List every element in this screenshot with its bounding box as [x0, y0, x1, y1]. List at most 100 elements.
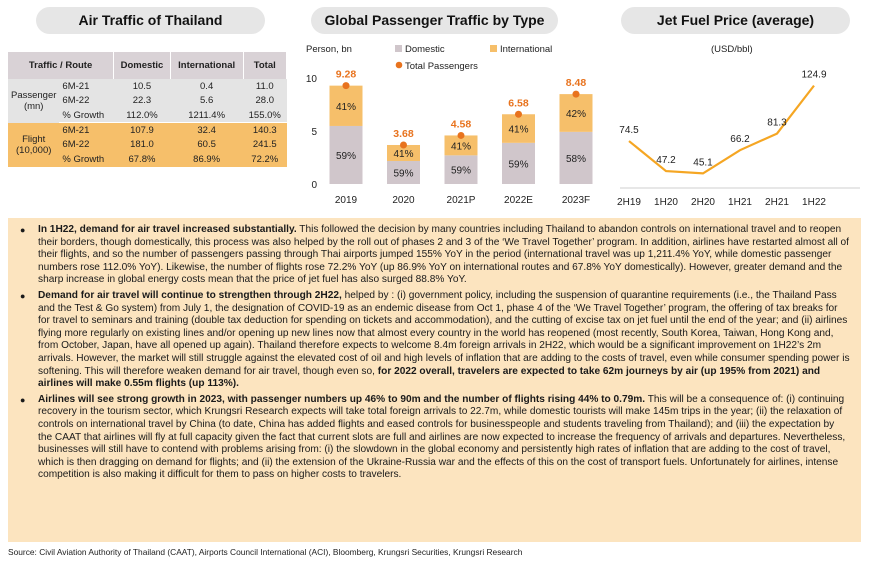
- air-traffic-table: Traffic / Route Domestic International T…: [8, 52, 288, 167]
- bar-domestic: [559, 131, 593, 184]
- data-label: 47.2: [656, 155, 676, 166]
- bar-chart-marks: 59% 41% 9.28 2019 59% 41% 3.68 2020 59% 41% 4.58 20…: [329, 69, 593, 206]
- header-domestic: Domestic: [113, 52, 171, 79]
- table-cell: 28.0: [243, 93, 287, 109]
- bar-chart-y-axis: 0 5 10: [306, 74, 318, 191]
- bar-international: [559, 94, 593, 132]
- bar-label-domestic: 58%: [566, 154, 586, 165]
- data-label: 45.1: [693, 157, 713, 168]
- total-label: 6.58: [508, 97, 529, 109]
- bar-international: [387, 144, 420, 161]
- total-label: 8.48: [566, 77, 587, 89]
- table-row: 6M-22 22.3 5.6 28.0: [8, 93, 287, 109]
- table-cell: 107.9: [113, 122, 171, 138]
- paragraph-3-text: This will be a consequence of: (i) conti…: [38, 393, 846, 481]
- x-tick-label: 1H20: [654, 197, 678, 208]
- point-total-passengers: [572, 90, 580, 98]
- x-tick-label: 2021P: [447, 195, 476, 206]
- table-cell: 140.3: [243, 122, 287, 138]
- header-international: International: [170, 52, 244, 79]
- x-tick-label: 1H21: [728, 197, 752, 208]
- total-label: 4.58: [451, 118, 472, 130]
- table-row: Passenger (mn) 6M-21 10.5 0.4 11.0: [8, 79, 287, 123]
- point-total-passengers: [400, 141, 407, 149]
- bar-domestic: [444, 155, 478, 184]
- group-label-passenger: Passenger (mn): [8, 79, 60, 123]
- table-row: % Growth 67.8% 86.9% 72.2%: [8, 151, 287, 167]
- legend-swatch-domestic: [395, 45, 402, 52]
- total-label: 3.68: [393, 128, 414, 140]
- x-tick-label: 1H22: [802, 197, 826, 208]
- table-cell: 5.6: [170, 93, 244, 109]
- table-cell: 67.8%: [113, 151, 171, 167]
- bar-domestic: [502, 142, 535, 184]
- table-row: 6M-22 181.0 60.5 241.5: [8, 137, 287, 152]
- data-label: 74.5: [619, 125, 639, 136]
- table-cell: 6M-22: [59, 93, 114, 109]
- table-row: % Growth 112.0% 1211.4% 155.0%: [8, 108, 287, 124]
- paragraph-2-bold: Demand for air travel will continue to s…: [38, 289, 342, 301]
- table-cell: 112.0%: [113, 108, 171, 124]
- table-cell: 0.4: [170, 79, 244, 94]
- header-total: Total: [243, 52, 288, 79]
- commentary-box: In 1H22, demand for air travel increased…: [8, 218, 861, 542]
- legend-label-domestic: Domestic: [405, 44, 445, 55]
- total-label: 9.28: [336, 69, 357, 81]
- table-cell: 32.4: [170, 122, 244, 138]
- table-cell: 155.0%: [243, 108, 287, 124]
- x-tick-label: 2023F: [562, 195, 590, 206]
- table-cell: % Growth: [59, 108, 114, 124]
- table-cell: 60.5: [170, 137, 244, 152]
- line-chart-marks: 74.5 2H19 47.2 1H20 45.1 2H20 66.2 1H21 81.3 2H21…: [617, 70, 827, 208]
- legend-marker-total: [395, 61, 403, 69]
- legend-swatch-international: [490, 45, 497, 52]
- x-tick-label: 2022E: [504, 195, 533, 206]
- commentary-paragraph-2: Demand for air travel will continue to s…: [18, 290, 851, 391]
- table-cell: 6M-21: [59, 79, 114, 94]
- table-cell: % Growth: [59, 151, 114, 167]
- table-cell: 11.0: [243, 79, 287, 94]
- paragraph-3-bold: Airlines will see strong growth in 2023,…: [38, 393, 646, 405]
- point-total-passengers: [515, 110, 522, 118]
- table-cell: 72.2%: [243, 151, 287, 167]
- bar-label-international: 41%: [451, 141, 471, 152]
- jet-fuel-title: Jet Fuel Price (average): [621, 7, 850, 34]
- bar-label-domestic: 59%: [451, 166, 471, 177]
- jet-fuel-line: [628, 84, 815, 175]
- bar-label-domestic: 59%: [393, 168, 413, 179]
- line-chart-ylabel: (USD/bbl): [711, 44, 753, 55]
- table-header-row: Traffic / Route Domestic International T…: [8, 52, 288, 79]
- paragraph-2-bold-end: for 2022 overall, travelers are expected…: [38, 365, 821, 390]
- y-tick-label: 10: [306, 74, 318, 85]
- table-cell: 22.3: [113, 93, 171, 109]
- bar-label-international: 41%: [336, 102, 356, 113]
- air-traffic-title: Air Traffic of Thailand: [36, 7, 265, 34]
- table-cell: 6M-22: [59, 137, 114, 152]
- x-tick-label: 2020: [392, 195, 415, 206]
- bar-domestic: [387, 160, 420, 184]
- table-cell: 86.9%: [170, 151, 244, 167]
- bar-international: [329, 85, 363, 126]
- bar-chart-ylabel: Person, bn: [306, 44, 352, 55]
- y-tick-label: 0: [311, 180, 317, 191]
- point-total-passengers: [457, 131, 465, 139]
- legend-label-total: Total Passengers: [405, 61, 478, 72]
- bar-international: [444, 135, 478, 156]
- y-tick-label: 5: [311, 127, 317, 138]
- x-tick-label: 2H20: [691, 197, 715, 208]
- x-tick-label: 2H21: [765, 197, 789, 208]
- bar-label-international: 41%: [508, 125, 528, 136]
- legend-label-international: International: [500, 44, 552, 55]
- table-cell: 1211.4%: [170, 108, 244, 124]
- data-label: 81.3: [767, 118, 787, 129]
- bar-domestic: [329, 125, 363, 184]
- data-label: 124.9: [801, 70, 826, 81]
- table-cell: 10.5: [113, 79, 171, 94]
- commentary-paragraph-1: In 1H22, demand for air travel increased…: [18, 224, 851, 287]
- bar-label-domestic: 59%: [336, 151, 356, 162]
- bar-label-domestic: 59%: [508, 159, 528, 170]
- paragraph-1-text: This followed the decision by many count…: [38, 224, 849, 286]
- bar-international: [502, 114, 535, 143]
- group-label-flight: Flight (10,000): [8, 122, 60, 167]
- data-label: 66.2: [730, 134, 750, 145]
